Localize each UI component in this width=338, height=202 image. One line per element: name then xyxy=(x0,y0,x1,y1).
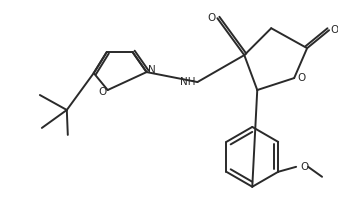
Text: O: O xyxy=(99,87,107,97)
Text: O: O xyxy=(300,162,308,172)
Text: O: O xyxy=(297,73,305,83)
Text: NH: NH xyxy=(180,77,195,87)
Text: N: N xyxy=(148,65,155,75)
Text: O: O xyxy=(330,25,338,35)
Text: O: O xyxy=(207,13,216,23)
